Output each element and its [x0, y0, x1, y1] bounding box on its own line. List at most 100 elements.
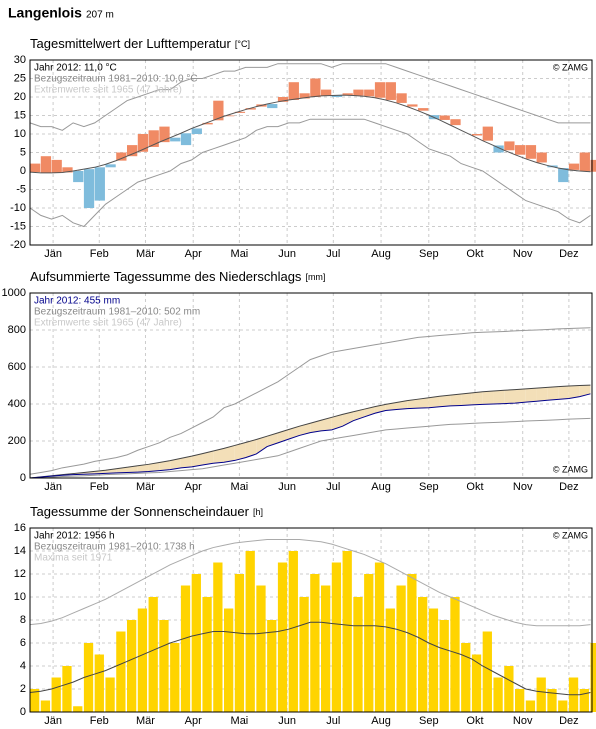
bar — [30, 689, 40, 712]
anomaly-bar — [504, 141, 515, 151]
difference-area — [385, 402, 397, 411]
bar — [428, 608, 439, 712]
bar — [482, 631, 492, 712]
bar — [83, 643, 94, 712]
x-tick-label: Sep — [419, 715, 439, 727]
x-tick-label: Jun — [278, 715, 296, 727]
bar — [461, 643, 471, 712]
difference-area — [364, 406, 375, 417]
legend-entry: Bezugszeitraum 1981–2010: 10,0 °C — [34, 74, 198, 85]
difference-area — [407, 399, 419, 409]
difference-area — [536, 387, 548, 402]
chart-title: Tagessumme der Sonnenscheindauer [h] — [30, 504, 263, 519]
x-tick-label: Mai — [231, 715, 249, 727]
normal-line — [29, 384, 591, 479]
anomaly-bar — [40, 156, 52, 173]
anomaly-bar — [482, 126, 493, 141]
bar — [579, 689, 589, 712]
anomaly-bar — [213, 100, 224, 121]
difference-area — [493, 390, 505, 404]
difference-area — [299, 423, 311, 436]
difference-area — [558, 386, 569, 400]
bar — [504, 666, 514, 712]
anomaly-bar — [439, 115, 450, 120]
y-tick-label: 600 — [8, 361, 26, 373]
plot-bg — [30, 293, 592, 478]
anomaly-bar — [288, 82, 299, 100]
difference-area — [461, 392, 472, 406]
bar — [202, 597, 212, 712]
bar — [396, 585, 406, 712]
x-tick-label: Sep — [419, 481, 439, 493]
bar — [493, 677, 503, 712]
anomaly-bar — [105, 164, 116, 168]
anomaly-bar — [374, 82, 386, 98]
bar — [418, 597, 428, 712]
copyright: © ZAMG — [553, 530, 588, 540]
x-tick-label: Dez — [559, 715, 579, 727]
x-tick-label: Apr — [185, 248, 202, 260]
anomaly-bar — [364, 89, 375, 97]
anomaly-bar — [353, 89, 364, 96]
x-tick-label: Jun — [278, 248, 296, 260]
extreme-max-line — [29, 63, 591, 131]
anomaly-bar — [180, 133, 192, 146]
y-tick-label: 200 — [8, 435, 26, 447]
anomaly-bar — [396, 93, 407, 103]
anomaly-bar — [127, 145, 138, 157]
anomaly-bar — [224, 115, 235, 117]
difference-area — [342, 411, 354, 427]
difference-area — [234, 442, 246, 461]
x-tick-label: Okt — [466, 715, 483, 727]
y-tick-label: -20 — [10, 239, 26, 251]
difference-area — [471, 391, 483, 405]
bar — [299, 597, 309, 712]
y-tick-label: 25 — [14, 72, 26, 84]
bar — [385, 608, 395, 712]
difference-area — [202, 450, 214, 466]
elevation: 207 m — [86, 10, 114, 21]
extreme-max-line — [29, 327, 591, 475]
x-tick-label: Dez — [559, 248, 579, 260]
legend-entry: Jahr 2012: 1956 h — [34, 531, 115, 542]
x-tick-label: Jän — [44, 248, 62, 260]
legend-entry: Extremwerte seit 1965 (47 Jahre) — [34, 85, 182, 96]
x-tick-label: Jän — [44, 481, 62, 493]
x-tick-label: Dez — [559, 481, 579, 493]
difference-area — [450, 394, 462, 406]
x-tick-label: Nov — [513, 481, 533, 493]
difference-area — [170, 458, 181, 470]
anomaly-bar — [321, 89, 332, 96]
normal-line — [29, 94, 591, 174]
chart-title: Aufsummierte Tagessumme des Niederschlag… — [30, 269, 325, 284]
y-tick-label: 2 — [20, 683, 26, 695]
x-tick-label: Mär — [136, 248, 155, 260]
bar — [364, 574, 374, 712]
bar — [40, 700, 51, 712]
difference-area — [547, 386, 559, 401]
difference-area — [245, 439, 257, 458]
bar — [159, 620, 169, 712]
normal-line — [29, 621, 591, 696]
y-tick-label: 1000 — [2, 287, 26, 299]
bar — [321, 585, 331, 712]
anomaly-bar — [234, 111, 246, 113]
anomaly-bar — [267, 104, 278, 109]
bar — [245, 551, 255, 712]
bar — [94, 654, 104, 712]
anomaly-bar — [493, 145, 504, 153]
x-tick-label: Feb — [90, 248, 109, 260]
bar — [471, 654, 482, 712]
difference-area — [439, 395, 451, 407]
y-tick-label: 5 — [20, 146, 26, 158]
anomaly-bar — [310, 78, 321, 97]
y-tick-label: -15 — [10, 220, 26, 232]
x-tick-label: Mai — [231, 481, 249, 493]
y-tick-label: 16 — [14, 522, 26, 534]
difference-area — [396, 400, 408, 410]
bar — [558, 700, 568, 712]
plot-frame — [29, 59, 593, 246]
difference-area — [213, 448, 225, 464]
legend-entry: Jahr 2012: 11,0 °C — [34, 63, 117, 74]
x-tick-label: Feb — [90, 481, 109, 493]
